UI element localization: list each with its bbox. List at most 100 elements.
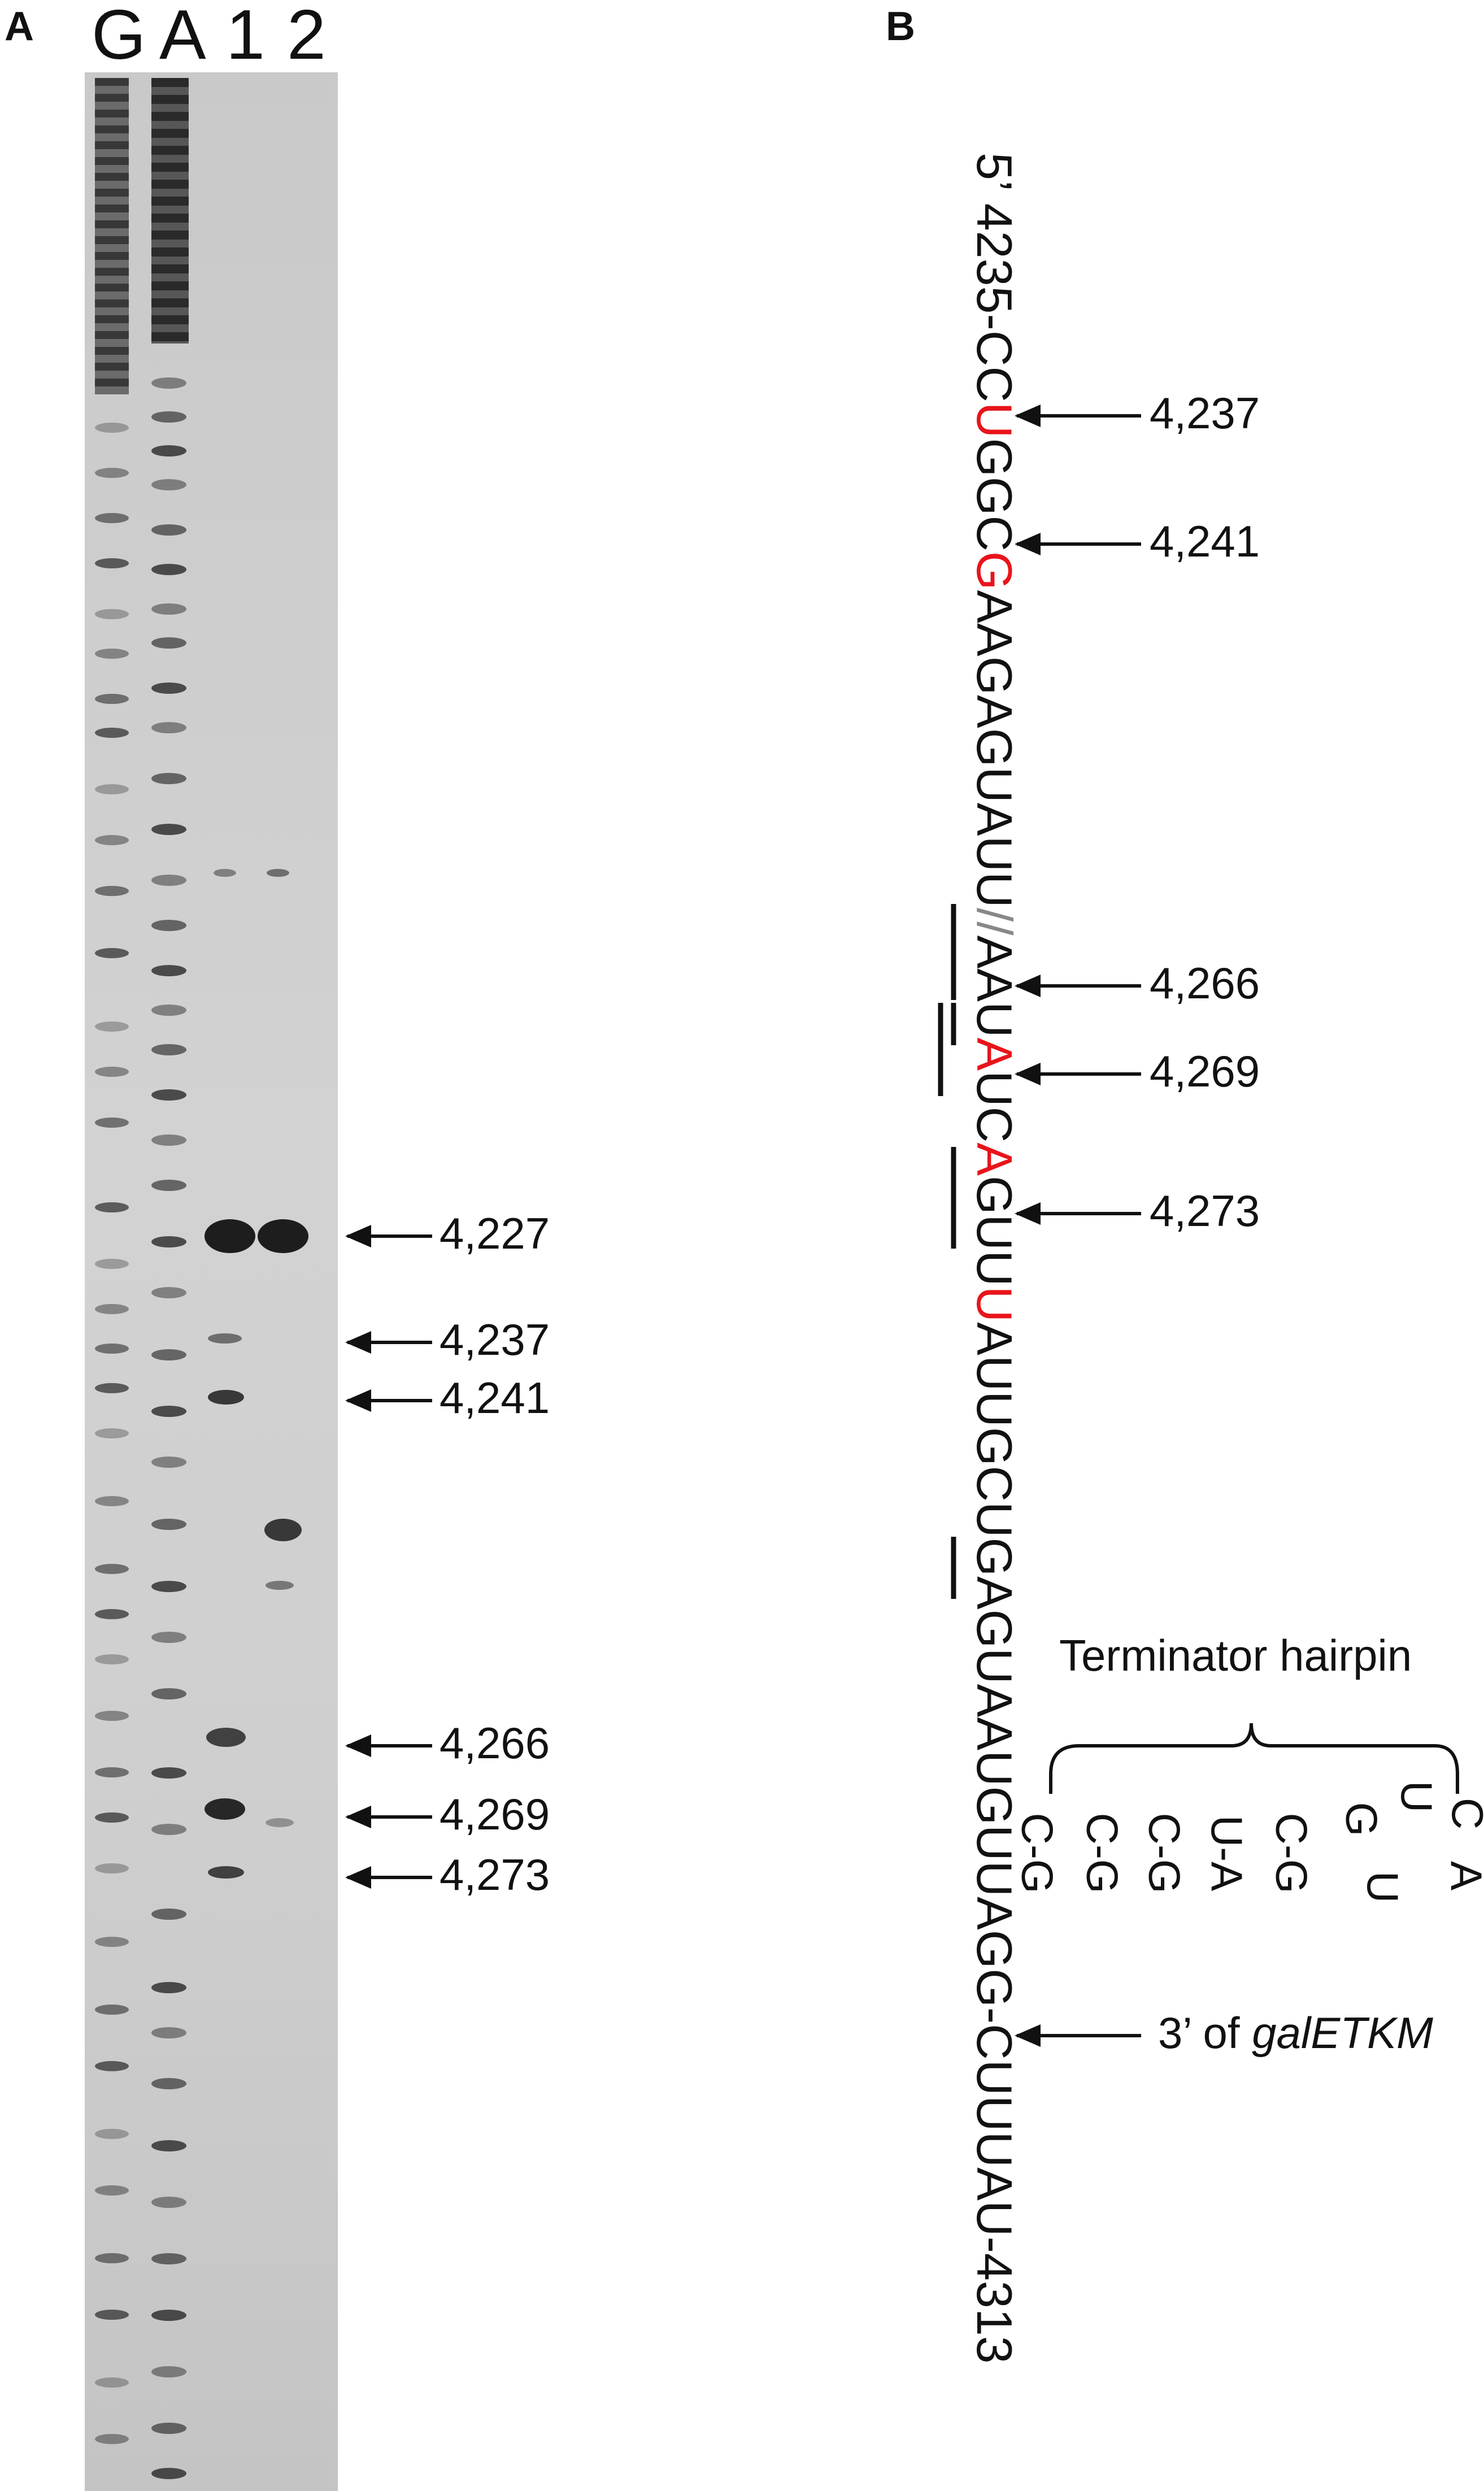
- label-3prime: 3’ of galETKM: [1158, 2008, 1433, 2058]
- lane-g-band: [95, 423, 129, 433]
- lane-a-band: [151, 1089, 186, 1101]
- lane-g-band: [95, 1711, 129, 1721]
- lane-1-band-4269: [204, 1798, 245, 1820]
- lane-g-band: [95, 2434, 129, 2444]
- arrow-4266-b: [1015, 975, 1141, 997]
- lane-2-band: [264, 1519, 302, 1541]
- lane-g-band: [95, 649, 129, 659]
- lane-a-band: [151, 773, 186, 784]
- lane-2-band: [267, 869, 289, 877]
- lane-g-band: [95, 1863, 129, 1873]
- lane-g-band: [95, 468, 129, 478]
- hairpin-pair: C-G: [1267, 1812, 1317, 1894]
- lane-a-band: [151, 1632, 186, 1643]
- hairpin-loop-base: C: [1443, 1798, 1484, 1829]
- lane-a-band: [151, 1688, 186, 1699]
- lane-a-band: [151, 1349, 186, 1360]
- hairpin-loop-base: U: [1392, 1780, 1442, 1813]
- lane-g-band: [95, 558, 129, 568]
- arrow-4237-a: [345, 1331, 432, 1354]
- label-4241-a: 4,241: [439, 1373, 550, 1423]
- lane-g-band: [95, 1344, 129, 1354]
- arrow-4269-b: [1015, 1063, 1141, 1085]
- lane-a-band: [151, 445, 186, 457]
- lane-label-g: G: [92, 0, 146, 74]
- arrow-4266-a: [345, 1734, 432, 1757]
- hairpin-pair: C-G: [1077, 1812, 1128, 1894]
- lane-a-band: [151, 1287, 186, 1298]
- lane-a-band: [151, 682, 186, 694]
- lane-g-band: [95, 1304, 129, 1314]
- lane-g-band: [95, 1564, 129, 1574]
- hairpin-loop-base: A: [1442, 1861, 1484, 1890]
- label-4237-a: 4,237: [439, 1315, 550, 1364]
- arrow-4237-b: [1015, 405, 1141, 427]
- lane-a-band: [151, 1044, 186, 1055]
- lane-g-band: [95, 1937, 129, 1947]
- lane-g-band: [95, 1812, 129, 1823]
- lane-a-band: [151, 479, 186, 490]
- lane-g-band: [95, 1202, 129, 1212]
- lane-g-band: [95, 1496, 129, 1506]
- label-4266-b: 4,266: [1150, 958, 1260, 1008]
- lane-2-band: [266, 1818, 294, 1827]
- rna-sequence: 5’ 4235-CCUGGCGAAGAGUAUU//AAUAUCAGUUUAUU…: [967, 153, 1022, 2364]
- lane-g-band: [95, 1021, 129, 1032]
- lane-g-band: [95, 2185, 129, 2196]
- lane-1-band: [214, 869, 236, 877]
- red-base-4269: A: [967, 1142, 1022, 1176]
- lane-g-band: [95, 1118, 129, 1128]
- lane-a-band: [151, 1909, 186, 1920]
- lane-g-band: [95, 513, 129, 523]
- lane-g-band: [95, 948, 129, 958]
- lane-a-band: [151, 2423, 186, 2434]
- lane-g-band: [95, 2310, 129, 2320]
- lane-a-band: [151, 2253, 186, 2264]
- lane-g-band: [95, 2061, 129, 2071]
- lane-a-band: [151, 1824, 186, 1835]
- lane-g-band: [95, 886, 129, 896]
- lane-a-band: [151, 824, 186, 835]
- gel-image: [85, 72, 338, 2491]
- lane-a-band: [151, 2078, 186, 2089]
- lane-g-smear: [95, 78, 129, 394]
- lane-a-band: [151, 1180, 186, 1191]
- label-4227: 4,227: [439, 1208, 550, 1258]
- lane-g-band: [95, 1654, 129, 1664]
- lane-a-band: [151, 1457, 186, 1468]
- lane-a-band: [151, 2027, 186, 2038]
- lane-a-band: [151, 2310, 186, 2321]
- lane-a-band: [151, 920, 186, 931]
- lane-label-1: 1: [226, 0, 265, 74]
- panel-a-label: A: [5, 4, 34, 49]
- arrow-4241-b: [1015, 533, 1141, 555]
- lane-a-band: [151, 603, 186, 615]
- lane-a-band: [151, 1406, 186, 1417]
- lane-a-band: [151, 1519, 186, 1530]
- lane-g-band: [95, 2005, 129, 2015]
- lane-1-band-4227: [204, 1219, 255, 1253]
- lane-2-band: [266, 1581, 294, 1590]
- lane-a-smear: [151, 78, 189, 344]
- lane-2-band-4227: [258, 1219, 308, 1253]
- label-4269-a: 4,269: [439, 1789, 550, 1839]
- lane-a-band: [151, 1982, 186, 1993]
- lane-a-band: [151, 2197, 186, 2208]
- lane-g-band: [95, 694, 129, 704]
- lane-g-band: [95, 728, 129, 738]
- lane-a-band: [151, 1005, 186, 1016]
- lane-g-band: [95, 1767, 129, 1777]
- red-base-4273: U: [967, 1286, 1022, 1323]
- arrow-4273-b: [1015, 1202, 1141, 1225]
- lane-a-band: [151, 2140, 186, 2151]
- red-base-4241: G: [967, 551, 1022, 590]
- lane-g-band: [95, 1067, 129, 1077]
- lane-a-band: [151, 524, 186, 536]
- lane-a-band: [151, 965, 186, 976]
- lane-a-band: [151, 2468, 186, 2479]
- hairpin-loop-base: G: [1337, 1802, 1387, 1837]
- hairpin-loop-base: U: [1358, 1871, 1408, 1903]
- hairpin-pair: U-A: [1202, 1815, 1252, 1892]
- lane-1-band-4241: [208, 1390, 244, 1405]
